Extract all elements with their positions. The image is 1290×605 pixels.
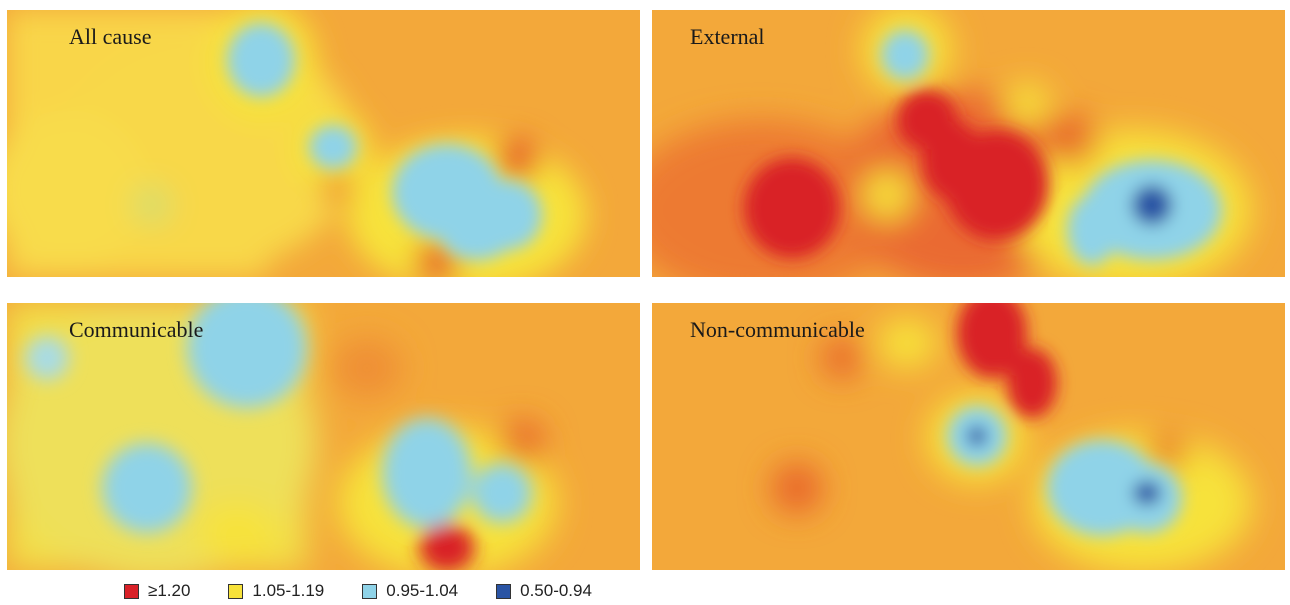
legend-swatch-cyan [362,583,378,599]
panel-title: All cause [69,24,152,49]
map-legend: ≥1.20 1.05-1.19 0.95-1.04 0.50-0.94 [124,581,630,601]
legend-item: ≥1.20 [124,581,190,601]
map-panel-non-communicable: Non-communicable [652,303,1285,570]
legend-label: ≥1.20 [148,581,191,600]
legend-item: 0.95-1.04 [362,581,458,601]
legend-label: 1.05-1.19 [252,581,325,600]
map-panel-external: External [652,10,1285,277]
legend-label: 0.50-0.94 [520,581,592,600]
legend-swatch-blue [496,583,512,599]
legend-swatch-red [124,583,139,599]
map-panel-all-cause: All cause [7,10,640,277]
heat-surface-non-communicable [652,303,1285,570]
panel-title: External [690,24,765,49]
panel-title: Non-communicable [690,317,865,342]
legend-label: 0.95-1.04 [386,581,459,600]
legend-item: 0.50-0.94 [496,581,592,601]
heat-surface-all-cause [7,10,640,277]
panel-title: Communicable [69,317,204,342]
heat-surface-external [652,10,1285,277]
legend-swatch-yellow [228,583,244,599]
legend-item: 1.05-1.19 [228,581,324,601]
heat-surface-communicable [7,303,640,570]
map-panel-communicable: Communicable [7,303,640,570]
